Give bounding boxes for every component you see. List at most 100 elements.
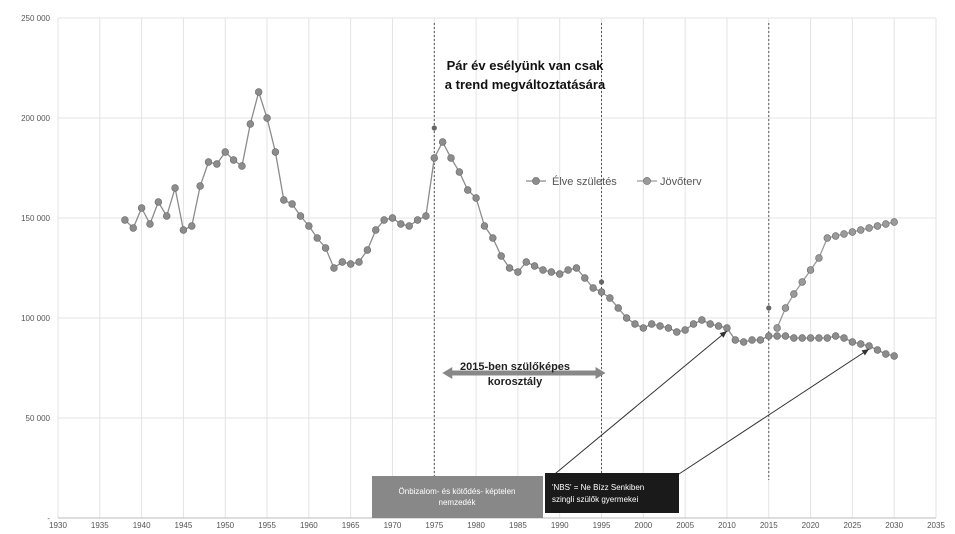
series-point-1 — [154, 198, 163, 206]
series-point-1 — [497, 252, 505, 260]
series-point-1 — [572, 264, 581, 272]
series-point-1 — [656, 322, 664, 330]
annotation-box-1-bg — [372, 476, 543, 518]
callout-lines — [549, 330, 870, 479]
series-point-1 — [890, 352, 898, 360]
extra-point — [598, 279, 605, 285]
annotation-box-2-line-2: szingli szülők gyermekei — [552, 495, 638, 504]
series-point-1 — [380, 216, 388, 224]
y-axis-ticks: - 50 000 100 000 150 000 200 000 250 000 — [21, 14, 50, 523]
y-tick-label: 150 000 — [21, 214, 50, 223]
legend-marker-2 — [643, 177, 651, 185]
x-tick-label: 2000 — [634, 521, 652, 530]
x-axis-ticks: 1930 1935 1940 1945 1950 1955 1960 1965 1970 1975… — [49, 521, 945, 530]
series-point-1 — [489, 234, 497, 242]
x-tick-label: 1960 — [300, 521, 318, 530]
callout-arrow-2-head — [861, 349, 870, 356]
series-point-2 — [773, 324, 781, 332]
series-point-1 — [296, 212, 305, 220]
series-point-2 — [831, 232, 840, 240]
series-point-1 — [455, 168, 464, 176]
series-point-1 — [254, 88, 263, 96]
series-point-1 — [129, 224, 137, 232]
series-point-1 — [882, 350, 890, 358]
series-point-2 — [798, 278, 806, 286]
arrow-label-line-2: korosztály — [488, 376, 543, 388]
series-point-2 — [840, 230, 848, 238]
series-point-1 — [238, 162, 246, 170]
series-point-1 — [622, 314, 631, 322]
series-point-1 — [689, 320, 698, 328]
series-point-1 — [564, 266, 572, 274]
series-point-1 — [355, 258, 363, 266]
series-point-1 — [773, 332, 781, 340]
series-layer — [121, 88, 898, 360]
series-point-1 — [188, 222, 196, 230]
series-point-2 — [815, 254, 823, 262]
series-point-1 — [522, 258, 530, 266]
extra-point — [766, 305, 772, 311]
series-point-1 — [229, 156, 238, 164]
series-point-1 — [121, 216, 129, 224]
series-point-1 — [372, 226, 380, 234]
series-point-1 — [263, 114, 271, 122]
series-point-1 — [639, 324, 648, 332]
series-point-1 — [246, 120, 255, 128]
x-tick-label: 1985 — [509, 521, 527, 530]
series-point-2 — [790, 290, 798, 298]
series-point-1 — [321, 244, 330, 252]
series-point-2 — [823, 234, 831, 242]
series-point-1 — [597, 288, 606, 296]
series-point-1 — [556, 270, 564, 278]
series-point-1 — [857, 340, 865, 348]
series-point-1 — [338, 258, 347, 266]
series-point-1 — [464, 186, 472, 194]
series-point-2 — [882, 220, 890, 228]
series-point-1 — [146, 220, 154, 228]
series-point-1 — [698, 316, 706, 324]
series-point-1 — [313, 234, 321, 242]
annotation-box-1-line-2: nemzedék — [439, 498, 477, 507]
x-tick-label: 1965 — [342, 521, 360, 530]
x-tick-label: 1945 — [175, 521, 193, 530]
legend-label-2: Jövőterv — [660, 176, 702, 188]
series-point-1 — [873, 346, 882, 354]
series-point-1 — [171, 184, 179, 192]
x-tick-label: 2010 — [718, 521, 736, 530]
series-point-1 — [714, 322, 723, 330]
series-point-1 — [472, 194, 480, 202]
vertical-markers — [433, 23, 770, 480]
series-point-1 — [547, 268, 556, 276]
x-tick-label: 1935 — [91, 521, 109, 530]
series-point-1 — [631, 320, 639, 328]
series-point-1 — [647, 320, 656, 328]
x-tick-label: 1980 — [467, 521, 485, 530]
series-point-1 — [213, 160, 221, 168]
annotation-box-1: Önbizalom- és kötődés- képtelen nemzedék — [372, 476, 543, 518]
x-tick-label: 2035 — [927, 521, 945, 530]
series-point-1 — [673, 328, 681, 336]
series-point-1 — [447, 154, 455, 162]
series-point-1 — [614, 304, 622, 312]
x-tick-label: 2005 — [676, 521, 694, 530]
x-tick-label: 1995 — [593, 521, 611, 530]
series-point-1 — [748, 336, 756, 344]
y-tick-label: 200 000 — [21, 114, 50, 123]
series-point-1 — [756, 336, 765, 344]
series-point-1 — [514, 268, 522, 276]
series-point-1 — [790, 334, 798, 342]
callout-arrow-2 — [678, 348, 870, 475]
series-point-1 — [840, 334, 848, 342]
series-point-2 — [865, 224, 873, 232]
series-point-1 — [765, 332, 773, 340]
series-point-1 — [280, 196, 288, 204]
series-point-1 — [271, 148, 280, 156]
legend-label-1: Élve születés — [552, 175, 617, 188]
legend: Élve születés Jövőterv — [526, 175, 702, 188]
series-point-1 — [865, 342, 873, 350]
series-point-2 — [781, 304, 790, 312]
series-point-1 — [806, 334, 815, 342]
double-arrow: 2015-ben szülőképes korosztály — [442, 361, 606, 388]
series-point-1 — [196, 182, 204, 190]
series-point-1 — [589, 284, 597, 292]
